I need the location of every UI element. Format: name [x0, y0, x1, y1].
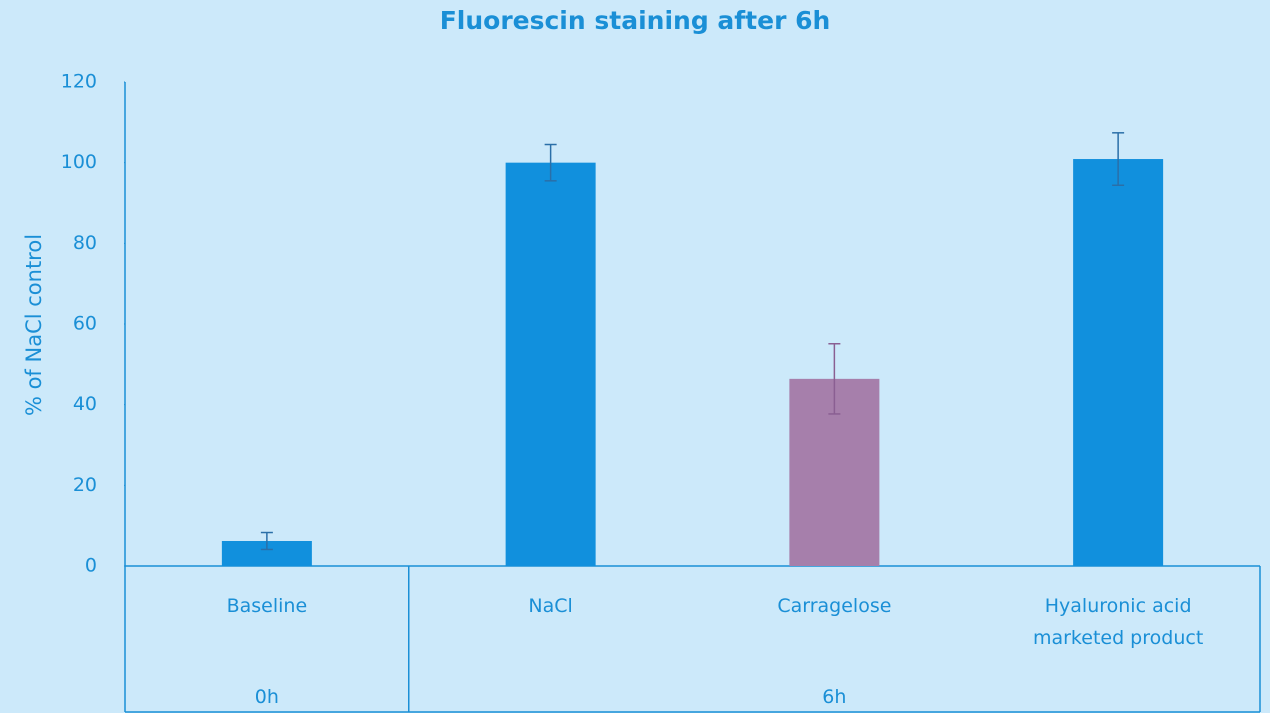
- group-label: 0h: [254, 686, 279, 708]
- bar: [505, 162, 596, 566]
- y-tick-label: 20: [73, 474, 97, 496]
- y-tick-label: 120: [61, 71, 97, 93]
- bar: [1073, 159, 1164, 566]
- group-label: 6h: [822, 686, 847, 708]
- y-tick-label: 100: [61, 151, 97, 173]
- x-tick-label: Hyaluronic acid marketed product: [1032, 595, 1204, 649]
- x-tick-label: Baseline: [226, 595, 308, 617]
- x-tick-label: Carragelose: [777, 595, 892, 617]
- y-tick-label: 60: [73, 313, 97, 335]
- y-tick-label: 0: [85, 555, 97, 577]
- chart-title: Fluorescin staining after 6h: [440, 6, 831, 35]
- y-axis-label: % of NaCl control: [22, 234, 46, 416]
- x-tick-label: NaCl: [528, 595, 573, 617]
- y-tick-label: 40: [73, 393, 97, 415]
- y-tick-label: 80: [73, 232, 97, 254]
